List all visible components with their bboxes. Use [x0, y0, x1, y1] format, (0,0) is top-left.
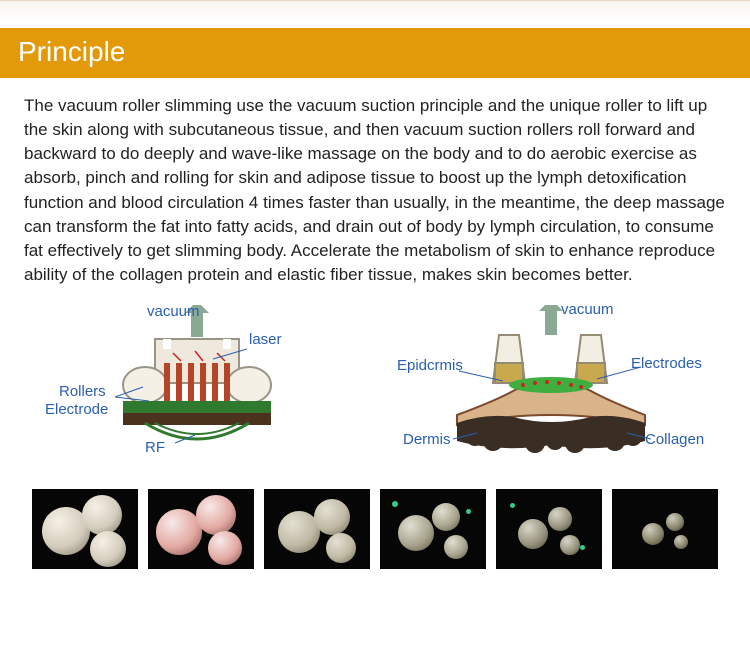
thumb-4	[380, 489, 486, 569]
thumb-3	[264, 489, 370, 569]
diagram-row: vacuum laser Rollers Electrode RF	[0, 305, 750, 465]
principle-paragraph: The vacuum roller slimming use the vacuu…	[0, 78, 750, 287]
thumb-6	[612, 489, 718, 569]
section-header: Principle	[0, 28, 750, 78]
label-vacuum-right: vacuum	[561, 301, 614, 318]
label-collagen: Collagen	[645, 431, 704, 448]
label-rollers: Rollers	[59, 383, 106, 400]
diagram-skin: vacuum Epidcrmis Electrodes Dermis Colla…	[395, 305, 705, 465]
diagram-roller: vacuum laser Rollers Electrode RF	[45, 305, 345, 465]
top-decorative-strip	[0, 0, 750, 20]
label-epidermis: Epidcrmis	[397, 357, 463, 374]
thumb-1	[32, 489, 138, 569]
label-electrode: Electrode	[45, 401, 108, 418]
thumb-5	[496, 489, 602, 569]
thumbnail-row	[0, 489, 750, 569]
label-dermis: Dermis	[403, 431, 451, 448]
label-electrodes: Electrodes	[631, 355, 702, 372]
section-title: Principle	[18, 36, 125, 67]
label-rf: RF	[145, 439, 165, 456]
label-vacuum-left: vacuum	[147, 303, 200, 320]
thumb-2	[148, 489, 254, 569]
label-laser: laser	[249, 331, 282, 348]
